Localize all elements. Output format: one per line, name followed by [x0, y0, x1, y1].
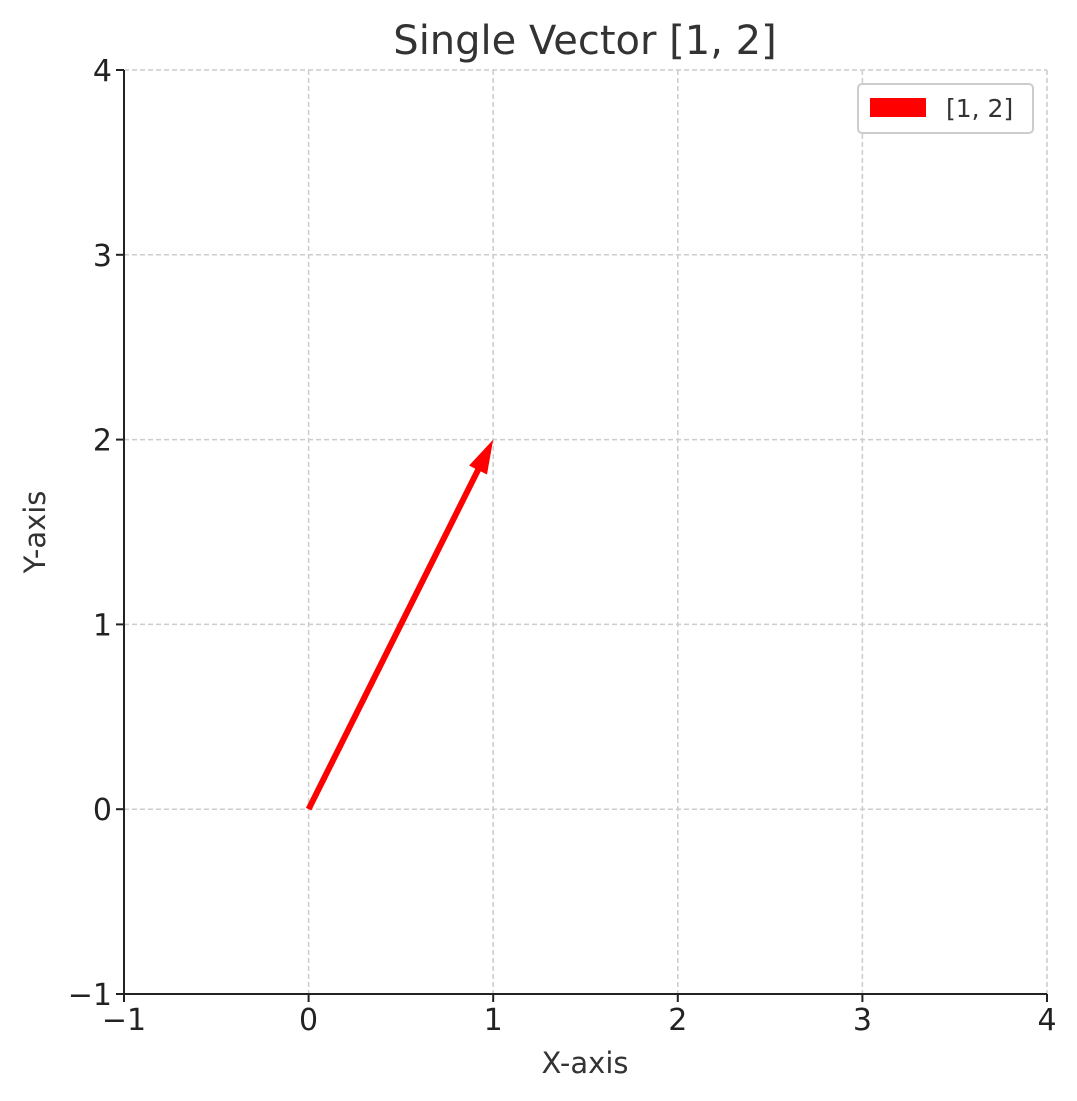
x-tick-label: 4: [1037, 1003, 1056, 1038]
vector-layer: [305, 439, 494, 811]
x-tick-label: 3: [853, 1003, 872, 1038]
y-tick-label: 2: [93, 424, 112, 459]
x-axis-label: X-axis: [542, 1046, 629, 1080]
legend-swatch: [870, 98, 926, 117]
x-tick-label: −1: [102, 1003, 146, 1038]
y-tick-label: 0: [93, 793, 112, 828]
x-tick-label: 2: [668, 1003, 687, 1038]
plot-background: [124, 70, 1047, 994]
x-tick-label: 1: [484, 1003, 503, 1038]
y-tick-label: 4: [93, 54, 112, 89]
axes: [123, 70, 1047, 995]
legend: [1, 2]: [857, 83, 1034, 134]
x-tick-label: 0: [299, 1003, 318, 1038]
y-tick-label: −1: [68, 978, 112, 1013]
legend-label: [1, 2]: [946, 94, 1013, 123]
legend-box: [857, 83, 1034, 134]
vector-arrow: [305, 439, 494, 811]
ticks: −1 0 1 2 3 4 −1 0 1 2 3 4: [68, 54, 1057, 1038]
y-tick-label: 3: [93, 239, 112, 274]
y-tick-label: 1: [93, 608, 112, 643]
y-axis-label: Y-axis: [18, 491, 52, 575]
chart-title: Single Vector [1, 2]: [393, 18, 776, 64]
